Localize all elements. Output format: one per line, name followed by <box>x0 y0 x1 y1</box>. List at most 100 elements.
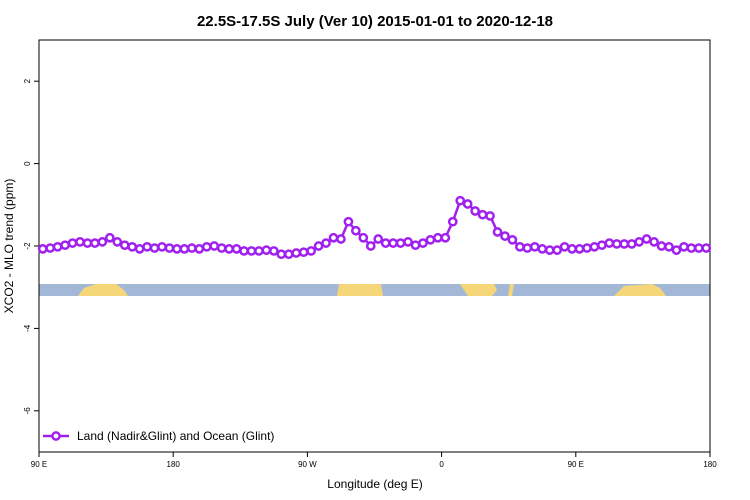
data-point <box>403 237 413 247</box>
data-point <box>67 238 78 248</box>
data-point <box>306 246 316 256</box>
x-tick-label: 90 E <box>568 460 584 469</box>
data-point <box>276 249 287 260</box>
data-point <box>201 241 212 252</box>
land-patch <box>508 284 514 296</box>
data-point <box>470 206 480 216</box>
x-tick-label: 0 <box>439 460 444 469</box>
data-point <box>321 238 331 248</box>
data-point <box>604 238 615 248</box>
x-tick-label: 180 <box>703 460 717 469</box>
data-point <box>693 243 704 253</box>
land-patch <box>460 284 497 296</box>
data-point <box>626 239 637 249</box>
land-patch <box>337 284 383 296</box>
data-point <box>37 244 48 254</box>
data-point <box>179 244 190 254</box>
surface-band <box>39 284 710 296</box>
y-tick-label: -2 <box>23 242 32 250</box>
data-point <box>380 238 391 248</box>
x-tick-label: 180 <box>167 460 181 469</box>
data-point <box>209 241 220 251</box>
data-point <box>127 241 138 252</box>
data-point <box>522 243 533 253</box>
y-axis-label: XCO2 - MLO trend (ppm) <box>2 179 16 314</box>
data-point <box>656 241 667 251</box>
data-point <box>597 240 607 251</box>
legend-label: Land (Nadir&Glint) and Ocean (Glint) <box>77 429 274 443</box>
data-point <box>298 247 309 258</box>
data-point <box>418 238 428 248</box>
data-point <box>552 245 563 255</box>
data-point <box>351 225 361 236</box>
data-point <box>291 248 302 258</box>
data-point <box>224 244 234 254</box>
y-tick-label: -6 <box>23 407 32 415</box>
data-point <box>246 246 257 256</box>
data-point <box>679 241 689 252</box>
data-point <box>216 243 227 253</box>
legend-marker <box>51 431 61 441</box>
data-point <box>582 243 592 253</box>
data-point <box>619 239 630 249</box>
data-point <box>485 211 495 221</box>
data-point <box>537 244 548 254</box>
data-point <box>60 240 70 251</box>
data-point <box>433 232 443 243</box>
y-tick-label: 0 <box>23 161 32 166</box>
land-patch <box>78 284 128 296</box>
data-point <box>462 199 473 209</box>
data-point <box>358 232 369 243</box>
data-point <box>343 216 354 227</box>
data-point <box>194 244 205 254</box>
data-point <box>574 244 585 254</box>
data-point <box>269 246 279 256</box>
data-point <box>589 241 600 252</box>
data-point <box>149 243 160 253</box>
data-point <box>283 249 294 260</box>
x-axis-label: Longitude (deg E) <box>327 477 422 491</box>
data-point <box>515 241 525 252</box>
data-point <box>142 241 152 252</box>
data-point <box>75 237 85 247</box>
data-point <box>671 245 682 255</box>
data-point <box>373 234 384 244</box>
data-point <box>231 244 242 254</box>
data-point <box>112 237 123 247</box>
data-point <box>611 239 622 249</box>
data-point <box>313 241 324 251</box>
data-point <box>425 234 436 245</box>
data-point <box>134 244 145 254</box>
data-point <box>395 238 406 248</box>
land-patch <box>614 284 666 296</box>
data-point <box>172 244 182 254</box>
data-point <box>649 237 659 247</box>
data-point <box>492 227 503 237</box>
data-point <box>641 234 652 244</box>
data-point <box>701 243 712 253</box>
data-point <box>559 241 570 252</box>
x-tick-label: 90 W <box>298 460 317 469</box>
data-point <box>186 243 197 253</box>
data-point <box>82 238 93 248</box>
data-point <box>119 240 130 251</box>
y-tick-label: 2 <box>23 78 32 83</box>
data-point <box>507 234 518 245</box>
data-point <box>261 245 272 255</box>
data-point <box>157 241 167 252</box>
data-point <box>529 241 540 252</box>
data-point <box>90 238 100 248</box>
data-point <box>97 237 108 247</box>
data-point <box>45 243 56 253</box>
data-point <box>567 244 577 254</box>
data-point <box>440 232 451 243</box>
data-point <box>634 237 645 247</box>
data-point <box>388 238 398 248</box>
data-point <box>239 246 249 256</box>
data-point <box>477 209 488 220</box>
data-point <box>455 195 466 206</box>
data-point <box>164 243 175 253</box>
data-point <box>500 231 510 241</box>
data-point <box>544 245 555 255</box>
